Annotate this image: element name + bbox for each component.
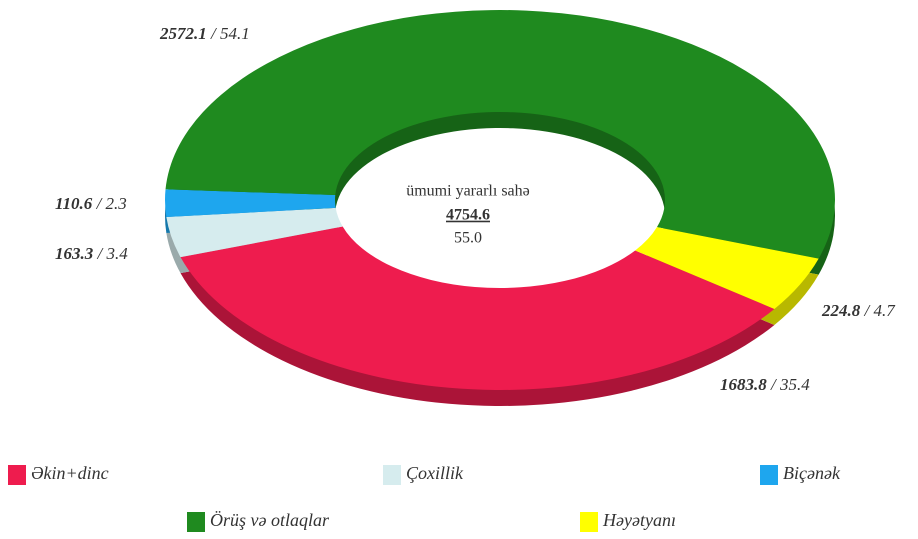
donut [164, 10, 836, 406]
segment [635, 227, 819, 309]
legend-label: Çoxillik [406, 463, 464, 483]
data-label: 224.8 / 4.7 [821, 301, 896, 320]
segment [164, 189, 336, 218]
data-label: 1683.8 / 35.4 [720, 375, 810, 394]
legend-label: Əkin+dinc [31, 463, 109, 483]
legend-label: Həyətyanı [602, 510, 676, 530]
percent-label: 3.4 [105, 244, 128, 263]
percent-label: 4.7 [873, 301, 896, 320]
data-label: 163.3 / 3.4 [55, 244, 128, 263]
separator: / [93, 244, 106, 263]
value-label: 224.8 [821, 301, 861, 320]
percent-label: 2.3 [106, 194, 127, 213]
segment [165, 10, 836, 259]
legend-label: Biçənək [783, 463, 841, 483]
segment [180, 226, 775, 390]
percent-label: 35.4 [779, 375, 810, 394]
center-percent: 55.0 [454, 230, 482, 247]
value-label: 2572.1 [159, 24, 207, 43]
segment [166, 207, 343, 258]
value-label: 1683.8 [720, 375, 767, 394]
legend-swatch [8, 465, 26, 485]
legend-swatch [760, 465, 778, 485]
center-label: ümumi yararlı sahə [406, 183, 530, 200]
separator: / [860, 301, 873, 320]
data-label: 2572.1 / 54.1 [159, 24, 250, 43]
separator: / [767, 375, 780, 394]
separator: / [207, 24, 220, 43]
legend-swatch [187, 512, 205, 532]
separator: / [92, 194, 105, 213]
legend-swatch [580, 512, 598, 532]
value-label: 110.6 [55, 194, 93, 213]
data-label: 110.6 / 2.3 [55, 194, 127, 213]
legend-label: Örüş və otlaqlar [210, 510, 330, 530]
percent-label: 54.1 [220, 24, 250, 43]
legend-swatch [383, 465, 401, 485]
center-total: 4754.6 [446, 207, 490, 224]
value-label: 163.3 [55, 244, 94, 263]
